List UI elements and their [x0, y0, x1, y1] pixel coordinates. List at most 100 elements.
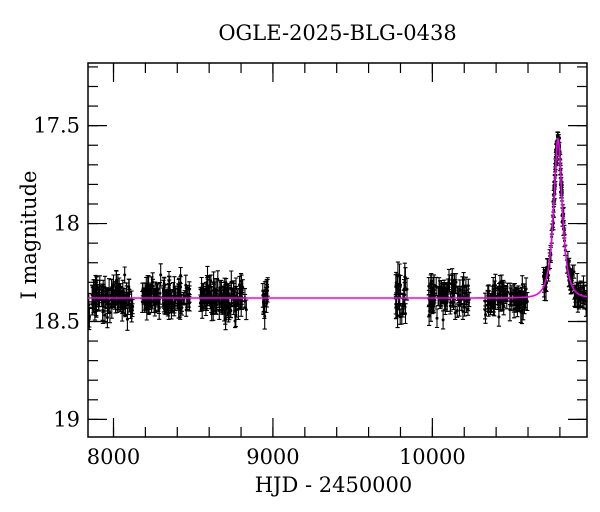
data-point: [103, 313, 107, 317]
data-point: [520, 283, 524, 286]
data-point: [108, 311, 112, 315]
data-point: [205, 300, 209, 304]
data-point: [88, 303, 91, 307]
data-point: [404, 312, 407, 316]
data-point: [483, 299, 487, 303]
data-point: [116, 284, 120, 288]
data-point: [403, 275, 407, 279]
data-point: [127, 287, 131, 291]
data-point: [101, 310, 105, 314]
data-point: [114, 302, 117, 306]
data-point: [88, 317, 91, 321]
data-point: [232, 292, 235, 296]
x-tick-label: 9000: [246, 445, 299, 469]
data-point: [239, 306, 243, 310]
data-point: [431, 294, 435, 298]
data-point: [498, 281, 502, 285]
data-point: [405, 287, 409, 291]
data-point: [584, 307, 587, 311]
data-point: [159, 273, 163, 277]
data-point: [105, 316, 109, 319]
y-axis-label: I magnitude: [17, 171, 41, 300]
data-point: [523, 290, 527, 293]
data-point: [95, 292, 99, 296]
data-point: [510, 299, 514, 303]
data-point: [244, 308, 248, 312]
data-point: [233, 319, 237, 323]
data-point: [489, 301, 493, 305]
data-point: [142, 294, 146, 298]
chart-title: OGLE-2025-BLG-0438: [218, 21, 456, 45]
data-point: [457, 304, 461, 308]
data-point: [109, 294, 113, 298]
y-tick-label: 19: [53, 407, 80, 431]
data-point: [524, 301, 528, 305]
data-point: [107, 299, 111, 303]
data-point: [94, 304, 98, 308]
data-point: [229, 308, 233, 312]
x-axis-label: HJD - 2450000: [255, 473, 413, 497]
data-point: [463, 305, 467, 309]
data-point: [204, 288, 208, 292]
y-tick-label: 17.5: [33, 114, 80, 138]
data-point: [493, 284, 497, 287]
data-point: [206, 274, 209, 278]
data-point: [508, 308, 512, 312]
data-point: [146, 298, 150, 302]
data-point: [218, 287, 222, 291]
data-point: [461, 310, 465, 313]
data-point: [452, 289, 456, 293]
data-point: [492, 306, 496, 310]
data-point: [462, 291, 466, 295]
data-point: [120, 300, 124, 304]
data-point: [210, 306, 214, 310]
data-point: [114, 289, 118, 293]
data-point: [394, 285, 398, 289]
data-point: [396, 274, 400, 278]
data-point: [220, 300, 224, 304]
data-point: [519, 309, 523, 313]
y-tick-label: 18.5: [33, 309, 80, 333]
data-point: [502, 304, 506, 308]
data-point: [448, 304, 452, 308]
data-point: [212, 298, 216, 302]
data-point: [583, 291, 586, 295]
data-point: [144, 300, 148, 304]
data-point: [508, 292, 512, 296]
data-point: [166, 300, 170, 304]
data-point: [443, 303, 447, 307]
data-point: [262, 300, 265, 304]
data-point: [396, 314, 400, 318]
x-tick-label: 8000: [87, 445, 140, 469]
data-point: [163, 300, 167, 304]
data-point: [171, 303, 175, 307]
data-point: [107, 288, 111, 292]
data-point: [157, 305, 161, 308]
data-point: [156, 288, 159, 292]
data-point: [167, 279, 171, 283]
data-point: [497, 315, 501, 319]
data-point: [125, 317, 129, 321]
data-point: [435, 316, 439, 320]
data-point: [579, 297, 583, 301]
data-point: [179, 274, 183, 277]
data-point: [123, 273, 127, 277]
data-point: [227, 306, 231, 310]
axis-tick-labels: 8000 9000 10000 17.5 18 18.5 19: [33, 114, 466, 469]
data-point: [101, 290, 105, 293]
model-curve: [88, 136, 587, 299]
data-point: [400, 312, 404, 316]
data-point: [524, 287, 528, 291]
data-point: [440, 285, 443, 289]
data-point: [505, 299, 509, 303]
data-point: [198, 301, 202, 305]
data-point: [140, 300, 144, 304]
data-point: [179, 302, 183, 306]
data-point: [520, 293, 524, 297]
data-point: [453, 285, 457, 289]
data-point: [484, 313, 487, 317]
y-tick-label: 18: [53, 212, 80, 236]
x-tick-label: 10000: [399, 445, 466, 469]
data-point: [453, 311, 457, 315]
